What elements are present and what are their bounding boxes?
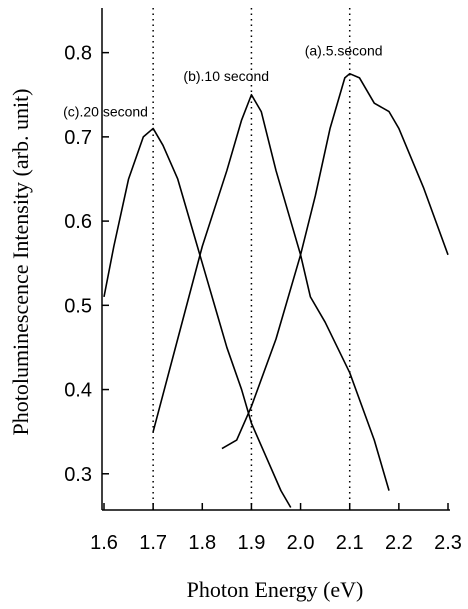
x-tick-label: 1.8 <box>188 532 216 554</box>
series-label: (a).5.second <box>305 43 383 59</box>
line-series <box>103 127 292 508</box>
x-tick-label: 1.9 <box>238 532 266 554</box>
line-series <box>152 93 390 491</box>
x-tick-label: 1.7 <box>139 532 167 554</box>
y-tick-label: 0.3 <box>64 464 92 486</box>
line-series <box>221 72 449 450</box>
series-label: (c).20 second <box>63 103 148 119</box>
x-tick-label: 2.2 <box>385 532 413 554</box>
x-axis-title: Photon Energy (eV) <box>187 577 364 602</box>
x-tick-label: 2.0 <box>287 532 315 554</box>
y-axis-title: Photoluminescence Intensity (arb. unit) <box>8 88 33 435</box>
x-tick-label: 2.3 <box>434 532 462 554</box>
y-tick-label: 0.4 <box>64 380 92 402</box>
y-tick-label: 0.6 <box>64 211 92 233</box>
series-label: (b).10 second <box>183 68 269 84</box>
y-tick-label: 0.5 <box>64 295 92 317</box>
y-tick-label: 0.7 <box>64 127 92 149</box>
x-tick-label: 1.6 <box>90 532 118 554</box>
y-tick-label: 0.8 <box>64 43 92 65</box>
x-tick-label: 2.1 <box>336 532 364 554</box>
